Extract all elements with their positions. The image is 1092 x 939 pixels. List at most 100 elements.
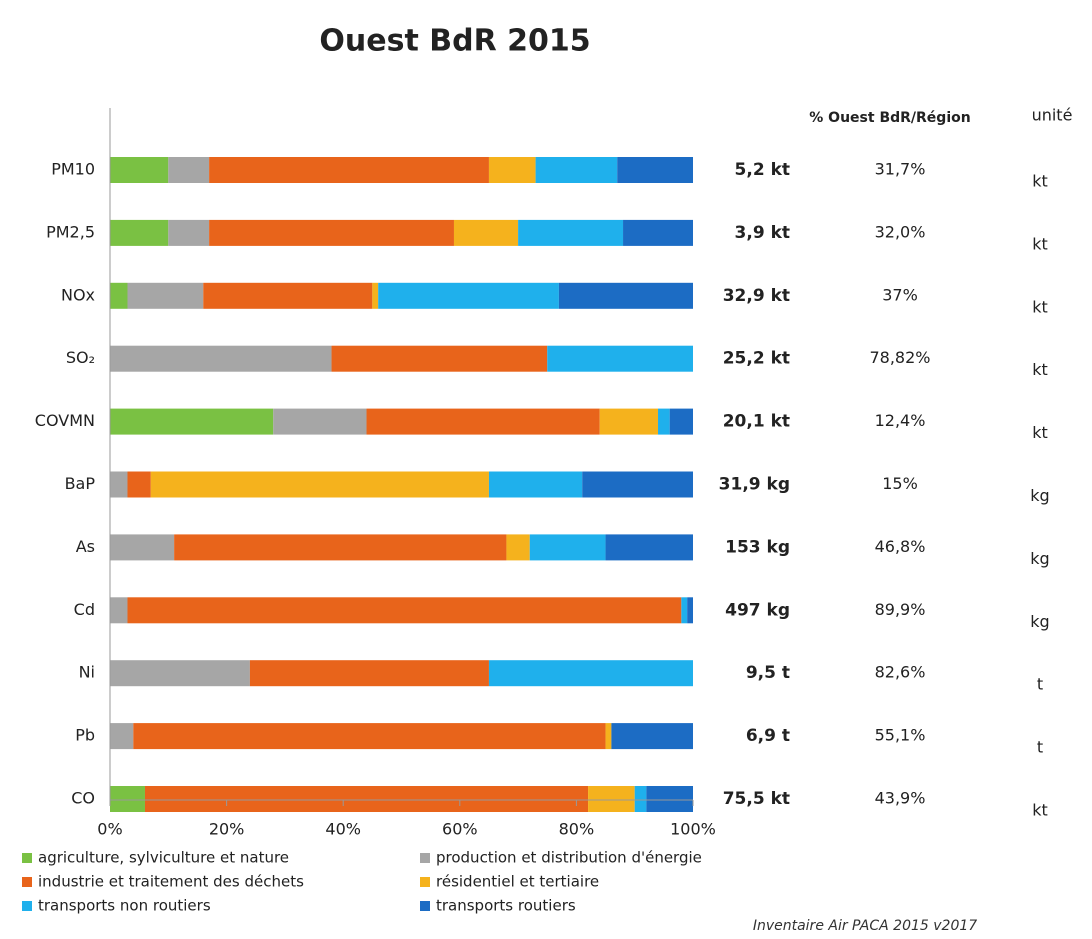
share-label: 82,6% bbox=[875, 663, 926, 682]
bar-segment bbox=[599, 408, 659, 435]
unit-label: kt bbox=[1032, 172, 1048, 191]
unit-label: kg bbox=[1030, 486, 1049, 505]
y-tick-label: CO bbox=[71, 789, 95, 808]
x-tick-label: 100% bbox=[670, 820, 716, 839]
unit-label: kt bbox=[1032, 297, 1048, 316]
share-label: 15% bbox=[882, 474, 918, 493]
bar-segment bbox=[535, 157, 618, 183]
x-tick-label: 20% bbox=[209, 820, 245, 839]
bar-segment bbox=[366, 408, 600, 435]
bar-segment bbox=[558, 282, 693, 309]
bar-segment bbox=[658, 408, 670, 435]
source-note: Inventaire Air PACA 2015 v2017 bbox=[753, 918, 977, 934]
bar-segment bbox=[249, 660, 489, 687]
unit-label: kt bbox=[1032, 360, 1048, 379]
legend-label: résidentiel et tertiaire bbox=[436, 873, 599, 891]
unit-label: kg bbox=[1030, 549, 1049, 568]
unit-label: kt bbox=[1032, 234, 1048, 253]
bar-segment bbox=[681, 597, 688, 624]
unit-label: t bbox=[1037, 738, 1043, 757]
total-label: 9,5 t bbox=[746, 663, 790, 683]
y-tick-label: PM10 bbox=[51, 160, 95, 179]
bar-segment bbox=[623, 219, 693, 246]
legend-label: agriculture, sylviculture et nature bbox=[38, 849, 289, 867]
chart-title: Ouest BdR 2015 bbox=[319, 24, 590, 59]
share-label: 43,9% bbox=[875, 789, 926, 808]
total-label: 6,9 t bbox=[746, 726, 790, 746]
total-label: 20,1 kt bbox=[723, 412, 790, 432]
y-tick-label: As bbox=[76, 537, 95, 556]
y-tick-label: SO₂ bbox=[66, 348, 95, 367]
bar-segment bbox=[110, 157, 169, 183]
x-tick-label: 60% bbox=[442, 820, 478, 839]
bar-segment bbox=[529, 534, 606, 561]
share-label: 37% bbox=[882, 285, 918, 304]
bar-segment bbox=[273, 408, 367, 435]
bar-segment bbox=[168, 219, 210, 246]
legend-label: industrie et traitement des déchets bbox=[38, 873, 304, 891]
legend-swatch bbox=[420, 853, 430, 863]
total-label: 3,9 kt bbox=[735, 223, 790, 243]
bar-segment bbox=[127, 597, 682, 624]
bar-segment bbox=[611, 723, 693, 750]
bar-segment bbox=[127, 282, 204, 309]
bar-segment bbox=[378, 282, 559, 309]
legend-swatch bbox=[22, 901, 32, 911]
bar-segment bbox=[547, 345, 693, 372]
share-label: 78,82% bbox=[869, 348, 930, 367]
bar-segment bbox=[605, 534, 693, 561]
legend-swatch bbox=[22, 877, 32, 887]
bar-segment bbox=[110, 723, 134, 750]
share-label: 12,4% bbox=[875, 411, 926, 430]
total-label: 32,9 kt bbox=[723, 286, 790, 306]
x-tick-label: 80% bbox=[559, 820, 595, 839]
bar-segment bbox=[488, 471, 583, 498]
bar-segment bbox=[150, 471, 489, 498]
bar-segment bbox=[209, 157, 489, 183]
bar-segment bbox=[110, 219, 169, 246]
bar-segment bbox=[209, 219, 454, 246]
bar-segment bbox=[506, 534, 530, 561]
bar-segment bbox=[127, 471, 151, 498]
total-label: 75,5 kt bbox=[723, 789, 790, 809]
bar-segment bbox=[634, 786, 647, 812]
y-tick-label: COVMN bbox=[35, 411, 95, 430]
bar-segment bbox=[582, 471, 693, 498]
share-label: 46,8% bbox=[875, 537, 926, 556]
bar-segment bbox=[203, 282, 373, 309]
legend-swatch bbox=[420, 901, 430, 911]
bar-segment bbox=[110, 660, 250, 687]
share-label: 55,1% bbox=[875, 726, 926, 745]
unit-label: kt bbox=[1032, 801, 1048, 820]
unit-header: unité bbox=[1032, 106, 1073, 125]
x-tick-label: 40% bbox=[325, 820, 361, 839]
bar-segment bbox=[144, 786, 589, 812]
share-label: 32,0% bbox=[875, 222, 926, 241]
bar-segment bbox=[605, 723, 612, 750]
total-label: 31,9 kg bbox=[719, 475, 790, 495]
bar-segment bbox=[110, 408, 274, 435]
bar-segment bbox=[168, 157, 210, 183]
bar-segment bbox=[453, 219, 519, 246]
total-label: 25,2 kt bbox=[723, 349, 790, 369]
bar-segment bbox=[372, 282, 379, 309]
bar-segment bbox=[617, 157, 693, 183]
share-label: 31,7% bbox=[875, 160, 926, 179]
bar-segment bbox=[518, 219, 624, 246]
bar-segment bbox=[488, 660, 693, 687]
bar-segment bbox=[110, 534, 175, 561]
bar-segment bbox=[488, 157, 536, 183]
unit-label: kg bbox=[1030, 612, 1049, 631]
bar-segment bbox=[110, 597, 128, 624]
bar-segment bbox=[588, 786, 635, 812]
y-tick-label: PM2,5 bbox=[46, 222, 95, 241]
legend-label: transports routiers bbox=[436, 897, 576, 915]
y-tick-label: BaP bbox=[65, 474, 96, 493]
legend-swatch bbox=[22, 853, 32, 863]
bar-segment bbox=[669, 408, 693, 435]
bar-segment bbox=[687, 597, 693, 624]
total-label: 5,2 kt bbox=[735, 160, 790, 180]
bar-segment bbox=[174, 534, 507, 561]
y-tick-label: Pb bbox=[75, 726, 95, 745]
